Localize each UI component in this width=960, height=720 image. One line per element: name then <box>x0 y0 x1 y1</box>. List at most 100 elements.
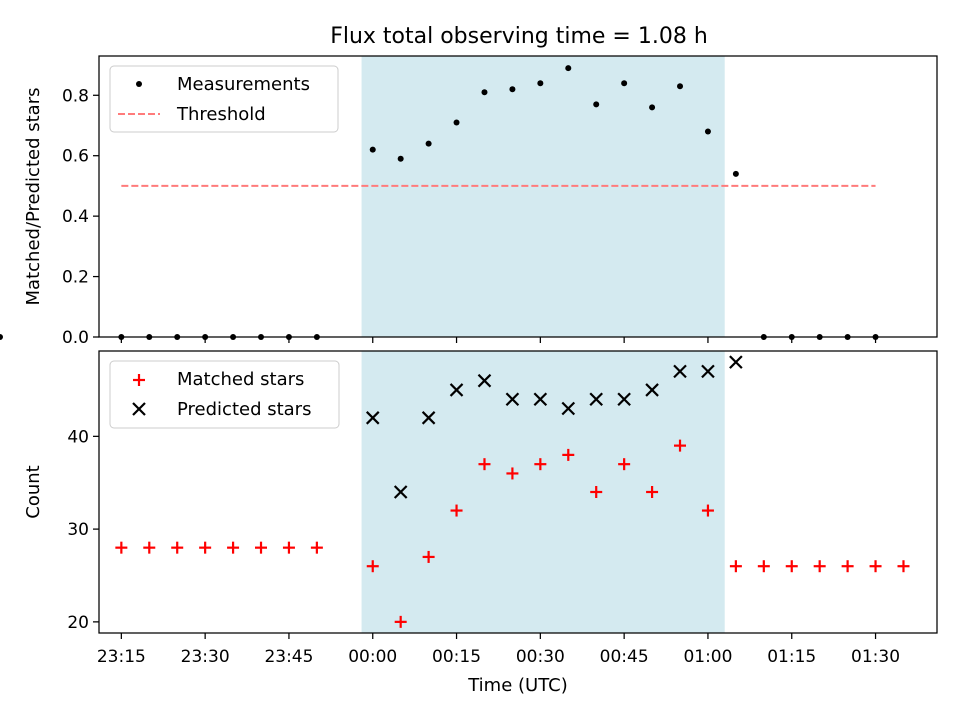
top-legend-box <box>109 65 339 133</box>
predicted-star-point-b <box>729 355 743 369</box>
measurement-point <box>509 86 516 93</box>
measurement-point <box>0 334 3 340</box>
matched-star-point <box>478 458 491 471</box>
y-tick-label: 30 <box>67 520 89 540</box>
measurement-point <box>369 146 376 153</box>
matched-star-point <box>729 560 742 573</box>
predicted-star-point-b <box>673 364 687 379</box>
y-tick-label: 20 <box>67 613 89 633</box>
predicted-star-point <box>645 383 659 397</box>
matched-star-point <box>590 486 603 498</box>
matched-star-point <box>394 615 407 628</box>
figure-title: Flux total observing time = 1.08 h <box>330 24 708 49</box>
x-axis-label: Time (UTC) <box>467 675 568 696</box>
top-legend: Measurements Threshold <box>109 65 339 133</box>
predicted-star-point <box>701 364 715 379</box>
y-tick-label: 0.4 <box>62 207 89 227</box>
predicted-star-point-b <box>589 392 603 407</box>
matched-star-point <box>813 560 826 573</box>
x-tick-label: 23:45 <box>264 647 313 667</box>
legend-predicted-cross-b <box>132 402 146 416</box>
predicted-star-point-b <box>505 392 520 407</box>
bottom-axes: 20 30 40 23:15 23:30 23:45 00:00 00:15 00:30 00:4… <box>23 350 938 696</box>
predicted-star-point-b <box>561 401 576 416</box>
predicted-star-point <box>673 364 687 379</box>
legend-matched-label: Matched stars <box>177 369 304 390</box>
legend-matched-plus <box>133 374 145 386</box>
predicted-star-point-b <box>617 392 631 407</box>
bottom-ticks: 20 30 40 23:15 23:30 23:45 00:00 00:15 00:30 00:4… <box>67 427 900 667</box>
top-axes-frame <box>98 55 938 338</box>
matched-star-point <box>450 504 463 517</box>
measurement-point <box>537 80 544 87</box>
y-tick-label: 0.0 <box>62 328 89 348</box>
legend-predicted-cross <box>132 402 146 416</box>
x-tick-label: 23:15 <box>97 647 146 667</box>
legend-measurements-marker <box>136 81 142 87</box>
bottom-legend-box <box>109 360 340 429</box>
top-axes: 0.00.20.40.60.8 Matched/Predicted stars … <box>0 55 938 348</box>
matched-star-point <box>534 458 547 471</box>
predicted-star-point <box>393 485 408 499</box>
bottom-observing-span <box>361 351 725 633</box>
x-tick-label: 00:45 <box>600 647 649 667</box>
legend-matched-marker <box>133 374 145 386</box>
matched-star-point <box>646 486 659 498</box>
matched-star-point <box>199 541 212 554</box>
predicted-star-point <box>421 411 436 425</box>
matched-star-point <box>869 560 882 573</box>
matched-star-point <box>897 560 910 573</box>
predicted-star-point-b <box>365 411 380 425</box>
measurement-point <box>677 83 684 90</box>
measurement-point <box>704 128 711 135</box>
matched-star-point <box>562 448 575 461</box>
matched-star-point <box>506 467 519 480</box>
x-tick-label: 23:30 <box>181 647 230 667</box>
legend-predicted-marker <box>132 402 146 416</box>
legend-threshold-label: Threshold <box>176 104 266 125</box>
matched-star-point <box>366 560 379 573</box>
matched-star-point <box>310 541 323 554</box>
matched-star-point <box>227 541 240 554</box>
predicted-star-point-b <box>421 411 436 425</box>
predicted-star-point <box>617 392 631 407</box>
matched-star-point <box>701 504 714 517</box>
bottom-legend: Matched stars Predicted stars <box>109 360 340 429</box>
matched-star-point <box>674 439 687 452</box>
top-observing-span <box>361 56 725 337</box>
y-tick-label: 0.2 <box>62 268 89 288</box>
predicted-star-point-b <box>477 373 492 388</box>
matched-star-point <box>618 458 631 471</box>
measurement-point <box>397 155 404 162</box>
measurement-point <box>481 89 488 96</box>
matched-star-point <box>143 541 156 554</box>
x-tick-label: 01:00 <box>683 647 732 667</box>
matched-star-point <box>757 560 770 573</box>
y-tick-label: 0.6 <box>62 147 89 167</box>
y-tick-label: 40 <box>67 427 89 447</box>
matched-star-point <box>171 541 184 554</box>
measurement-point <box>565 65 572 72</box>
measurement-point <box>732 170 739 177</box>
matched-star-point <box>422 550 435 563</box>
predicted-star-point-b <box>645 383 659 397</box>
x-tick-label: 00:30 <box>516 647 565 667</box>
bottom-y-axis-label: Count <box>23 465 44 518</box>
predicted-star-point <box>561 401 576 416</box>
measurement-point <box>649 104 656 111</box>
predicted-star-point-b <box>533 392 548 407</box>
x-tick-label: 00:15 <box>432 647 481 667</box>
matched-star-point <box>785 560 798 573</box>
matched-star-point <box>841 560 854 573</box>
predicted-star-point <box>729 355 743 369</box>
predicted-star-point-b <box>393 485 408 499</box>
predicted-star-point <box>365 411 380 425</box>
bottom-marks <box>115 355 910 628</box>
x-tick-label: 01:15 <box>767 647 816 667</box>
legend-measurements-label: Measurements <box>177 74 310 95</box>
legend-predicted-label: Predicted stars <box>177 399 311 420</box>
top-y-axis-label: Matched/Predicted stars <box>23 88 44 306</box>
x-tick-label: 01:30 <box>851 647 900 667</box>
predicted-star-point <box>533 392 548 407</box>
